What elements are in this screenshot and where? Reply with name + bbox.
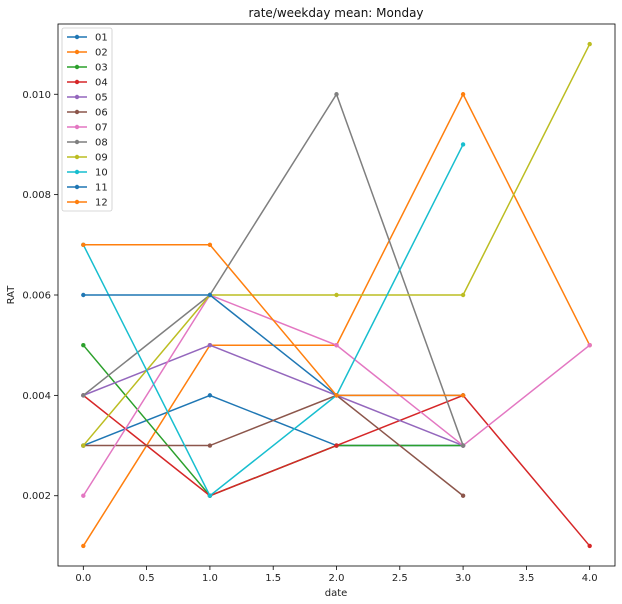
data-point — [81, 342, 86, 348]
data-point — [207, 242, 213, 248]
series-11 — [81, 292, 466, 398]
y-tick-label: 0.010 — [22, 90, 51, 101]
data-point — [460, 443, 466, 448]
x-tick-label: 0.5 — [139, 573, 155, 584]
data-point — [207, 493, 213, 498]
legend-marker — [74, 199, 80, 205]
legend-item: 08 — [67, 138, 108, 149]
data-point — [207, 443, 213, 448]
legend-marker — [74, 109, 80, 115]
data-point — [81, 543, 86, 549]
data-point — [207, 292, 213, 298]
data-point — [81, 242, 86, 248]
data-point — [81, 493, 86, 498]
x-axis-label: date — [325, 588, 348, 599]
legend-box — [61, 27, 113, 212]
legend-marker — [74, 79, 80, 85]
legend-item: 02 — [67, 48, 108, 59]
data-point — [334, 443, 339, 448]
chart-title: rate/weekday mean: Monday — [248, 6, 423, 20]
legend-label: 10 — [95, 168, 108, 179]
legend-marker — [74, 49, 80, 55]
data-point — [587, 342, 592, 348]
legend-label: 09 — [95, 153, 108, 164]
y-tick-label: 0.008 — [22, 190, 51, 201]
data-point — [81, 292, 86, 298]
x-tick-label: 0.0 — [75, 573, 91, 584]
legend-marker — [74, 34, 80, 40]
legend-item: 12 — [67, 198, 108, 209]
y-tick-label: 0.002 — [22, 491, 51, 502]
legend-label: 04 — [95, 78, 108, 89]
legend-item: 01 — [67, 33, 108, 44]
data-point — [334, 342, 339, 348]
data-point — [207, 342, 213, 348]
legend-label: 06 — [95, 108, 108, 119]
data-point — [207, 393, 213, 398]
data-point — [460, 393, 466, 398]
x-tick-label: 3.0 — [455, 573, 471, 584]
series-line — [83, 394, 464, 497]
y-tick-label: 0.004 — [22, 391, 51, 402]
legend-item: 03 — [67, 63, 108, 74]
data-point — [460, 292, 466, 298]
legend-label: 05 — [95, 93, 108, 104]
series-12 — [81, 242, 466, 398]
series-08 — [81, 92, 466, 448]
legend-item: 07 — [67, 123, 108, 134]
y-axis-label: RAT — [6, 285, 17, 305]
series-line — [82, 144, 464, 497]
x-axis: 0.0 0.5 1.0 1.5 2.0 2.5 3.0 3.5 4.0 — [75, 566, 598, 584]
legend-label: 08 — [95, 138, 108, 149]
legend-marker — [74, 124, 80, 130]
legend: 01 02 03 04 05 06 07 08 09 10 11 12 — [61, 27, 113, 212]
data-point — [460, 92, 466, 97]
series-02 — [81, 92, 592, 549]
legend-label: 01 — [95, 33, 108, 44]
series-line — [82, 92, 591, 547]
y-tick-label: 0.006 — [22, 291, 51, 302]
legend-marker — [74, 139, 80, 145]
legend-label: 07 — [95, 123, 108, 134]
series-line — [83, 294, 464, 397]
x-tick-label: 3.5 — [518, 573, 534, 584]
data-point — [460, 142, 466, 147]
legend-item: 10 — [67, 168, 108, 179]
legend-label: 03 — [95, 63, 108, 74]
legend-marker — [74, 94, 80, 100]
legend-item: 04 — [67, 78, 108, 89]
legend-marker — [74, 64, 80, 70]
legend-label: 12 — [95, 198, 108, 209]
legend-item: 05 — [67, 93, 108, 104]
legend-marker — [74, 169, 80, 175]
x-tick-label: 1.5 — [265, 573, 281, 584]
data-point — [334, 292, 339, 298]
legend-item: 11 — [67, 183, 108, 194]
x-tick-label: 4.0 — [582, 573, 598, 584]
legend-item: 09 — [67, 153, 108, 164]
series-line — [83, 244, 464, 397]
series-line — [82, 394, 591, 547]
x-tick-label: 2.5 — [392, 573, 408, 584]
legend-item: 06 — [67, 108, 108, 119]
data-point — [334, 92, 339, 97]
legend-label: 02 — [95, 48, 108, 59]
data-point — [460, 493, 466, 498]
data-point — [334, 393, 339, 398]
data-point — [587, 543, 592, 549]
legend-label: 11 — [95, 183, 108, 194]
data-point — [81, 393, 86, 398]
x-tick-label: 1.0 — [202, 573, 218, 584]
x-tick-label: 2.0 — [329, 573, 345, 584]
data-point — [587, 41, 592, 47]
data-point — [81, 443, 86, 448]
y-axis: 0.002 0.004 0.006 0.008 0.010 — [22, 90, 58, 502]
series-line — [82, 92, 464, 446]
plot-area — [81, 41, 592, 549]
legend-marker — [74, 154, 80, 160]
legend-marker — [74, 184, 80, 190]
